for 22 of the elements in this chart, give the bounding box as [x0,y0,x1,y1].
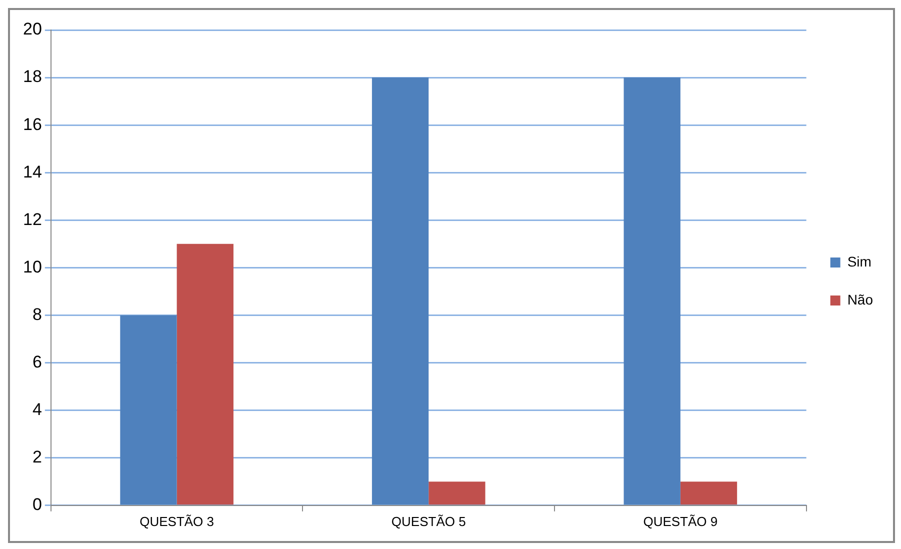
legend-label: Sim [847,253,872,270]
bar [680,482,738,505]
bar [428,482,486,505]
y-tick-label: 0 [32,495,42,514]
y-tick-label: 8 [32,304,42,324]
y-tick-label: 2 [32,448,42,467]
x-tick-label: QUESTÃO 5 [391,514,466,529]
x-tick-label: QUESTÃO 3 [140,514,214,529]
y-tick-label: 12 [22,210,42,229]
bar [120,315,177,505]
y-tick-label: 20 [22,20,42,39]
y-tick-label: 4 [32,400,42,420]
y-tick-label: 16 [22,114,42,134]
y-tick-label: 6 [32,352,42,372]
bar [624,78,680,505]
x-tick-label: QUESTÃO 9 [643,514,718,529]
y-tick-label: 14 [22,162,42,182]
bar [372,78,429,505]
legend-label: Não [847,291,874,308]
bar [176,244,234,505]
y-tick-label: 18 [22,67,42,86]
y-tick-label: 10 [22,257,42,276]
